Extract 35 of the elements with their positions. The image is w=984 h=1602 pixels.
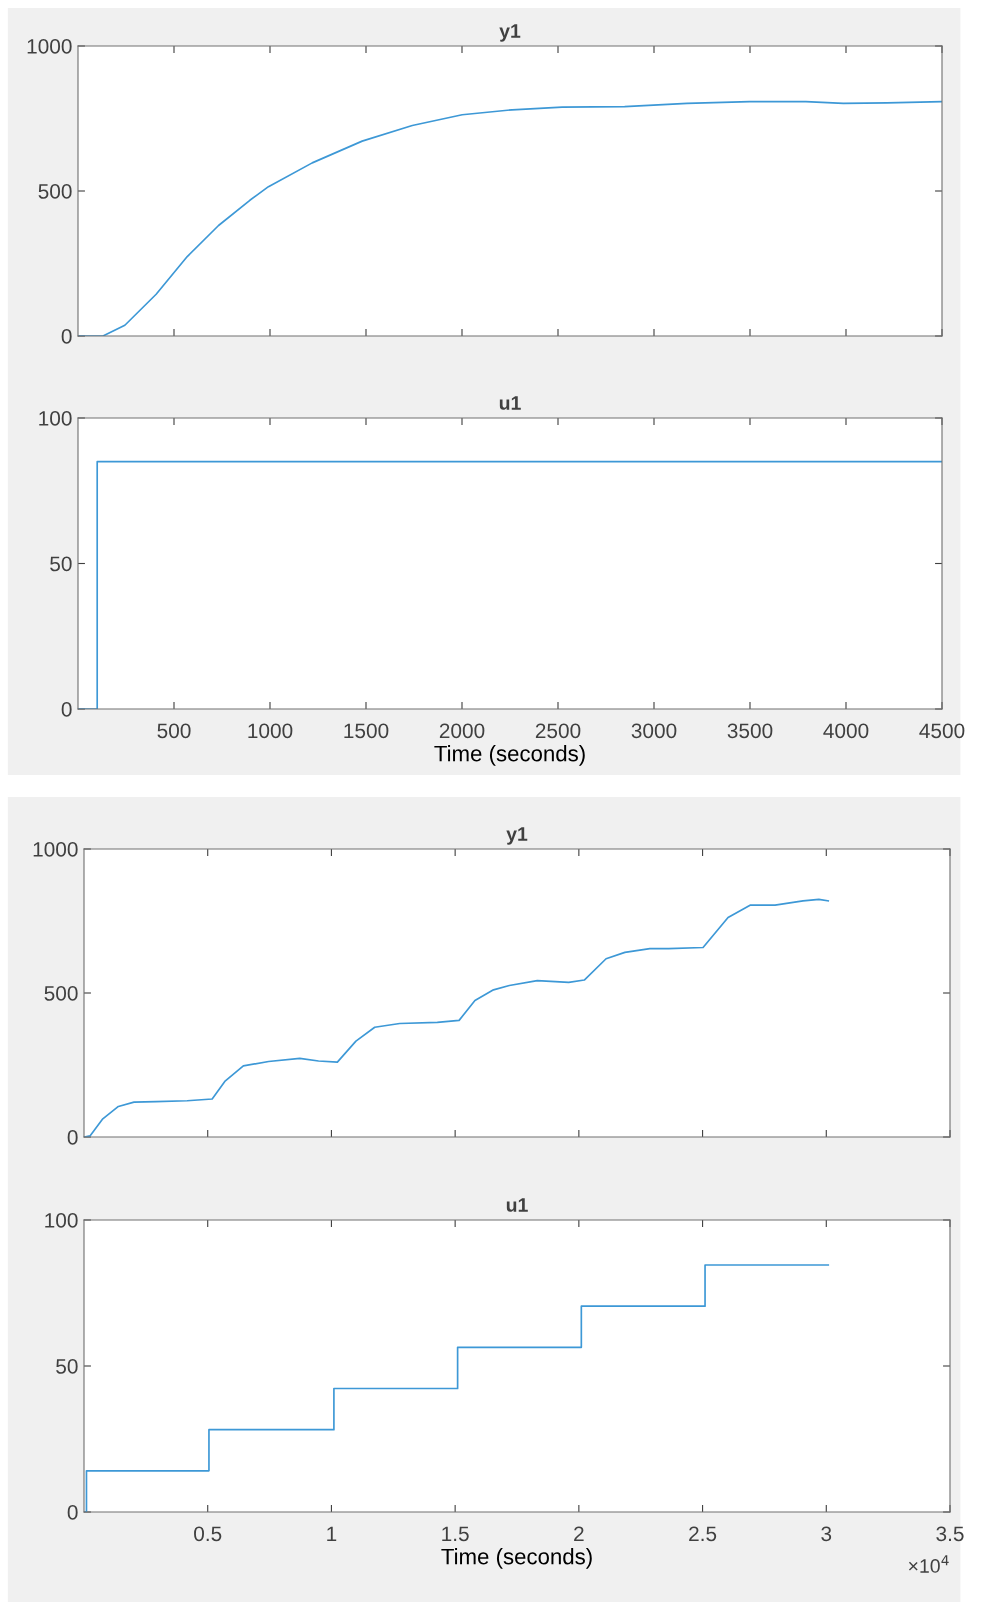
x-tick-label: 1 — [327, 1526, 337, 1541]
y-tick-label: 100 — [39, 411, 72, 426]
y-tick-label: 100 — [45, 1213, 78, 1228]
x-tick-label: 4500 — [919, 723, 965, 739]
y-tick-label: 0 — [67, 1130, 78, 1145]
y-tick-label: 50 — [56, 1359, 78, 1374]
x-tick-label: 2500 — [535, 723, 581, 739]
y-tick-label: 500 — [38, 184, 72, 199]
chart-title: y1 — [506, 827, 528, 845]
chart-title: u1 — [499, 396, 521, 410]
x-tick-label: 3500 — [727, 723, 773, 739]
x-tick-label: 500 — [157, 723, 191, 739]
y-tick-label: 1000 — [33, 842, 78, 857]
x-tick-label: 1.5 — [442, 1526, 469, 1542]
x-axis-title: Time (seconds) — [434, 745, 585, 766]
x-tick-label: 0.5 — [194, 1526, 222, 1542]
x-tick-label: 2000 — [439, 723, 485, 739]
chart-title: u1 — [506, 1198, 528, 1212]
x-tick-label: 3 — [821, 1526, 832, 1542]
text: ×10$^{4}$ — [908, 1555, 949, 1573]
x-tick-label: 1000 — [248, 723, 293, 739]
x-tick-label: 4000 — [823, 723, 869, 739]
y-tick-label: 1000 — [27, 39, 72, 54]
y-tick-label: 0 — [61, 702, 72, 717]
y-tick-label: 0 — [67, 1505, 78, 1520]
x-tick-label: 1500 — [344, 723, 389, 739]
x-tick-label: 3.5 — [936, 1526, 964, 1542]
x-tick-label: 2 — [574, 1526, 584, 1541]
x-axis-title: Time (seconds) — [441, 1548, 592, 1569]
x-tick-label: 3000 — [631, 723, 677, 739]
chart-title: y1 — [499, 24, 521, 42]
y-tick-label: 50 — [50, 556, 72, 572]
y-tick-label: 500 — [44, 986, 78, 1001]
y-tick-label: 0 — [61, 329, 72, 344]
x-tick-label: 2.5 — [689, 1526, 717, 1542]
